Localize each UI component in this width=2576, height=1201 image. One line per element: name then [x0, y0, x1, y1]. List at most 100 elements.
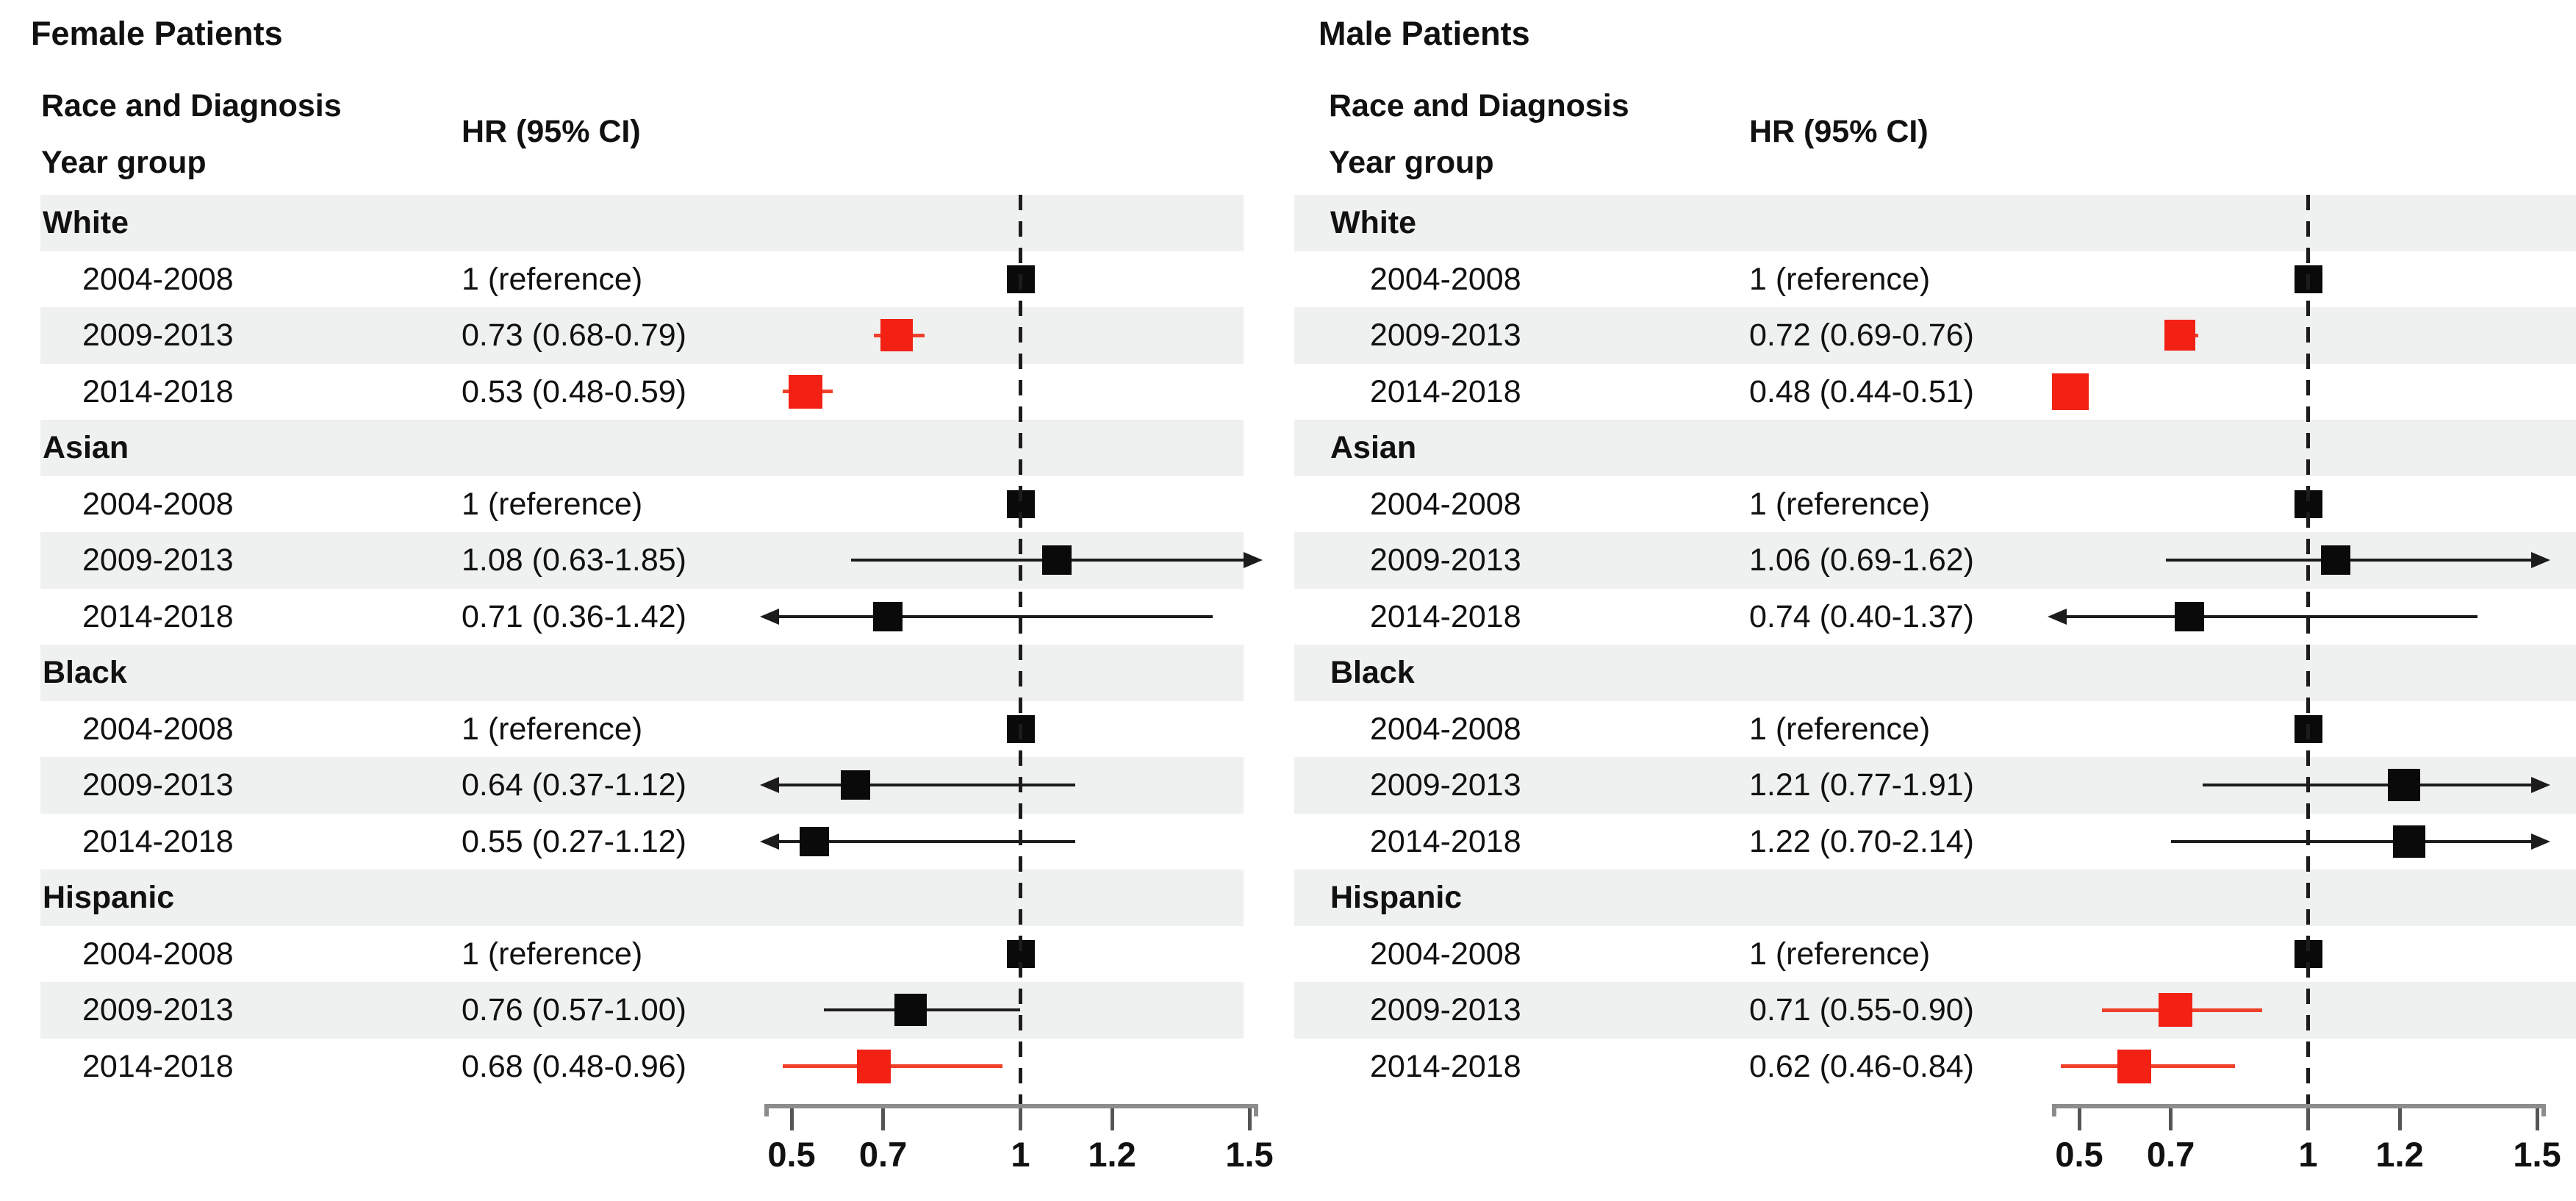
plot-cell — [2045, 1039, 2552, 1095]
year-group-label: 2014-2018 — [1370, 373, 1521, 409]
group-header-row: White — [1288, 195, 2576, 251]
forest-row: 2009-2013 1.21 (0.77-1.91) — [1288, 757, 2576, 814]
panel-male: Male Patients Race and Diagnosis Year gr… — [1288, 0, 2576, 1201]
row-stripe — [1294, 195, 2576, 251]
hr-point-marker — [2051, 373, 2089, 410]
year-group-label: 2004-2008 — [82, 936, 234, 972]
group-header-row: Black — [0, 645, 1288, 701]
hr-point-marker — [894, 994, 927, 1027]
hr-point-marker — [857, 1049, 891, 1083]
hr-point-marker — [872, 601, 903, 631]
row-stripe — [1294, 645, 2576, 701]
year-group-label: 2009-2013 — [1370, 992, 1521, 1028]
year-group-label: 2009-2013 — [82, 767, 234, 803]
plot-cell — [757, 982, 1264, 1039]
ci-clipped-right-arrow-icon — [2531, 552, 2550, 569]
hr-ci-value: 0.71 (0.36-1.42) — [462, 598, 686, 634]
group-header-row: Asian — [1288, 420, 2576, 476]
forest-row: 2004-2008 1 (reference) — [0, 251, 1288, 308]
group-label: Asian — [43, 430, 129, 465]
hr-point-marker — [2164, 320, 2196, 351]
x-axis-left-cap — [764, 1104, 769, 1116]
ci-clipped-left-arrow-icon — [760, 608, 779, 625]
row-stripe — [40, 645, 1244, 701]
rows-container: White 2004-2008 1 (reference) 2009-2013 0.73… — [0, 195, 1288, 1094]
hr-ci-value: 1 (reference) — [462, 486, 643, 522]
hr-ci-value: 1.21 (0.77-1.91) — [1749, 767, 1974, 803]
year-group-label: 2014-2018 — [82, 598, 234, 634]
x-axis-right-cap — [1254, 1104, 1258, 1116]
hr-ci-value: 0.73 (0.68-0.79) — [462, 318, 686, 353]
forest-row: 2014-2018 0.74 (0.40-1.37) — [1288, 589, 2576, 645]
hr-ci-value: 1 (reference) — [462, 261, 643, 297]
ci-clipped-right-arrow-icon — [1244, 552, 1263, 569]
panel-female: Female Patients Race and Diagnosis Year … — [0, 15, 1288, 1174]
plot-cell — [2045, 589, 2552, 645]
row-stripe — [1294, 870, 2576, 926]
hr-ci-value: 0.68 (0.48-0.96) — [462, 1048, 686, 1084]
year-group-label: 2014-2018 — [82, 373, 234, 409]
row-stripe — [1294, 982, 2576, 1039]
race-diagnosis-header: Race and Diagnosis Year group — [1329, 78, 1629, 191]
x-axis-tick-label: 1 — [1011, 1135, 1030, 1174]
group-label: Black — [43, 655, 127, 690]
group-header-row: Black — [1288, 645, 2576, 701]
group-label: White — [43, 205, 129, 240]
forest-row: 2004-2008 1 (reference) — [0, 926, 1288, 983]
x-axis-tick-label: 1.5 — [2513, 1135, 2561, 1174]
ci-line — [782, 1064, 1002, 1069]
x-axis-tick — [1110, 1108, 1114, 1130]
hr-ci-value: 1 (reference) — [1749, 486, 1931, 522]
x-axis-tick — [2306, 1108, 2310, 1130]
plot-cell — [757, 814, 1264, 870]
hr-ci-value: 0.62 (0.46-0.84) — [1749, 1048, 1974, 1084]
plot-cell — [757, 589, 1264, 645]
x-axis-tick — [881, 1108, 886, 1130]
hr-ci-value: 0.53 (0.48-0.59) — [462, 373, 686, 409]
hr-ci-value: 1 (reference) — [1749, 711, 1931, 747]
plot-cell — [2045, 814, 2552, 870]
plot-cell — [757, 476, 1264, 533]
x-axis-tick — [789, 1108, 794, 1130]
race-header-line2: Year group — [41, 145, 207, 180]
plot-cell — [757, 251, 1264, 308]
x-axis: 0.5 0.7 1 1.2 1.5 — [2045, 1104, 2561, 1200]
group-header-row: Hispanic — [1288, 870, 2576, 926]
forest-row: 2009-2013 0.71 (0.55-0.90) — [1288, 982, 2576, 1039]
hr-point-marker — [788, 374, 822, 409]
row-stripe — [40, 307, 1244, 364]
ci-clipped-right-arrow-icon — [2531, 777, 2550, 794]
forest-row: 2004-2008 1 (reference) — [1288, 251, 2576, 308]
rows-container: White 2004-2008 1 (reference) 2009-2013 0.72… — [1288, 195, 2576, 1094]
hr-point-marker — [800, 826, 830, 856]
x-axis-tick-label: 0.5 — [767, 1135, 816, 1174]
year-group-label: 2004-2008 — [82, 486, 234, 522]
hr-ci-value: 1 (reference) — [462, 936, 643, 972]
hr-ci-value: 1 (reference) — [1749, 936, 1931, 972]
x-axis-tick-label: 0.7 — [2146, 1135, 2195, 1174]
hr-ci-value: 0.64 (0.37-1.12) — [462, 767, 686, 803]
row-stripe — [40, 870, 1244, 926]
row-stripe — [1294, 420, 2576, 476]
ci-line — [775, 839, 1076, 843]
race-header-line2: Year group — [1329, 145, 1494, 180]
plot-cell — [2045, 532, 2552, 589]
hr-point-marker — [2117, 1049, 2151, 1083]
row-stripe — [40, 195, 1244, 251]
forest-row: 2014-2018 0.68 (0.48-0.96) — [0, 1039, 1288, 1095]
plot-cell — [757, 532, 1264, 589]
hr-ci-column-header: HR (95% CI) — [1749, 114, 1929, 149]
hr-point-marker — [880, 319, 914, 352]
x-axis-tick-label: 1.2 — [1088, 1135, 1136, 1174]
hr-ci-value: 0.76 (0.57-1.00) — [462, 992, 686, 1028]
race-header-line1: Race and Diagnosis — [1329, 88, 1629, 123]
x-axis-right-cap — [2541, 1104, 2546, 1116]
year-group-label: 2009-2013 — [82, 992, 234, 1028]
plot-cell — [2045, 982, 2552, 1039]
x-axis-left-cap — [2052, 1104, 2056, 1116]
plot-cell — [757, 307, 1264, 364]
row-stripe — [40, 982, 1244, 1039]
hr-ci-value: 0.48 (0.44-0.51) — [1749, 373, 1974, 409]
forest-row: 2014-2018 0.62 (0.46-0.84) — [1288, 1039, 2576, 1095]
hr-point-marker — [841, 770, 871, 800]
